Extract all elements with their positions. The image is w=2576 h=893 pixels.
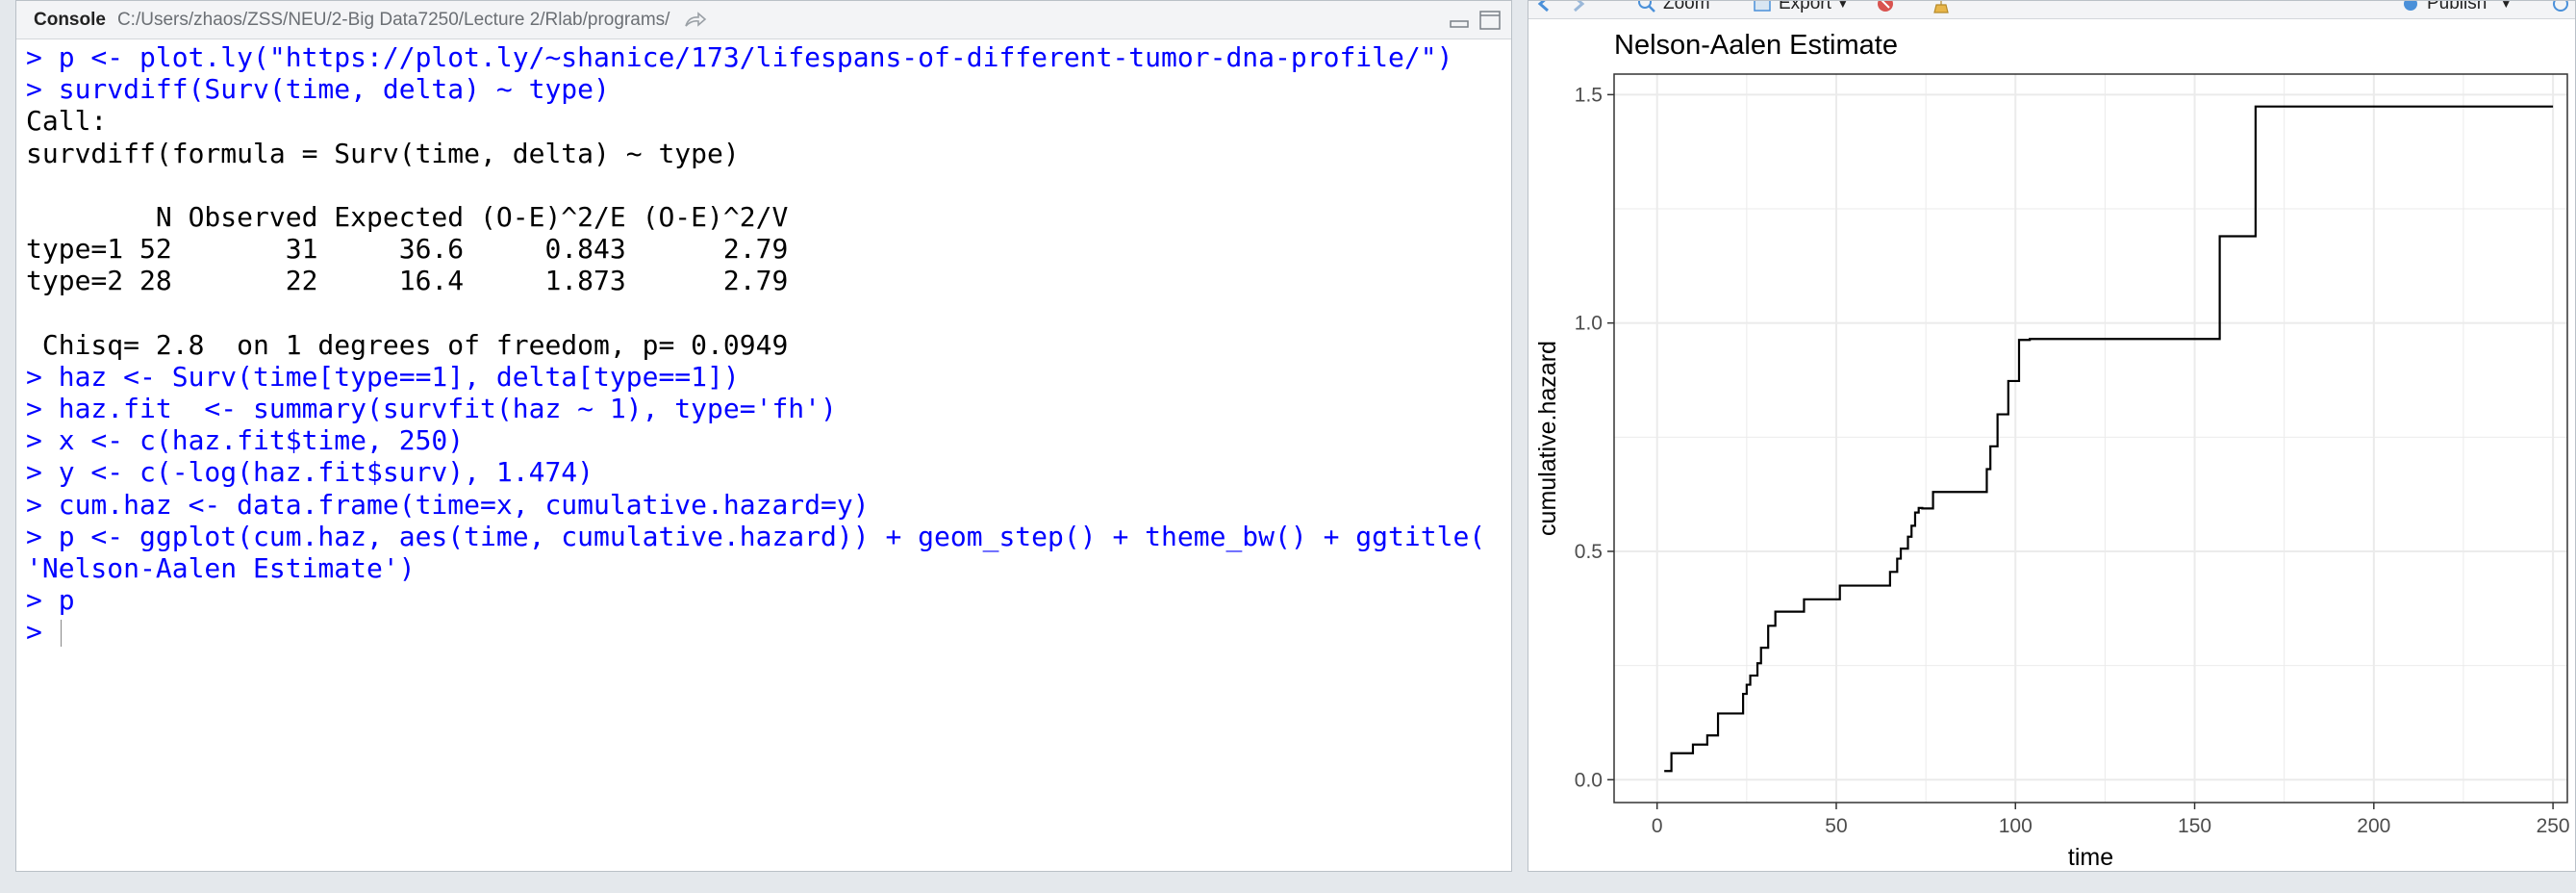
refresh-icon — [2553, 1, 2568, 12]
x-tick-label: 250 — [2537, 815, 2570, 837]
console-input-line: > haz.fit <- summary(survfit(haz ~ 1), t… — [26, 393, 837, 425]
console-output-line: Chisq= 2.8 on 1 degrees of freedom, p= 0… — [26, 328, 789, 361]
plots-pane: Zoom Export ▼ Publish ▼ Nelson-Aalen Est… — [1528, 0, 2576, 872]
x-tick-label: 150 — [2178, 815, 2211, 837]
minimize-pane-icon[interactable] — [1448, 10, 1471, 31]
y-axis-label: cumulative.hazard — [1534, 341, 1561, 536]
remove-plot-icon — [1878, 1, 1893, 12]
arrow-left-icon — [1537, 1, 1549, 13]
console-input-line: > cum.haz <- data.frame(time=x, cumulati… — [26, 488, 870, 521]
x-tick-label: 50 — [1825, 815, 1847, 837]
text-cursor — [60, 620, 62, 648]
console-input-line: > haz <- Surv(time[type==1], delta[type=… — [26, 360, 740, 393]
data-layer — [1664, 105, 2554, 773]
console-input-line: > p — [26, 584, 75, 617]
console-output-line: type=1 52 31 36.6 0.843 2.79 — [26, 233, 789, 266]
console-input-line: > x <- c(haz.fit$time, 250) — [26, 424, 465, 457]
broom-icon — [1933, 1, 1949, 13]
y-tick-label: 0.0 — [1575, 769, 1603, 791]
y-tick-label: 1.0 — [1575, 313, 1603, 335]
console-prompt-line[interactable]: > — [26, 616, 1511, 648]
back-plot-button[interactable] — [1534, 1, 1555, 14]
refresh-plot-button[interactable] — [2550, 1, 2571, 14]
zoom-label: Zoom — [1663, 1, 1710, 13]
console-output-line — [26, 297, 1511, 329]
step-series-line — [1664, 105, 2554, 773]
chart-title: Nelson-Aalen Estimate — [1614, 30, 1898, 61]
clear-plots-button[interactable] — [1931, 1, 1952, 14]
publish-label: Publish — [2427, 1, 2488, 13]
console-output-line: survdiff(formula = Surv(time, delta) ~ t… — [26, 137, 740, 169]
zoom-icon — [1638, 1, 1655, 13]
working-directory-path: C:/Users/zhaos/ZSS/NEU/2-Big Data7250/Le… — [116, 9, 670, 30]
x-tick-label: 200 — [2357, 815, 2390, 837]
grid-lines — [1614, 74, 2567, 803]
console-input-line: > survdiff(Surv(time, delta) ~ type) — [26, 73, 610, 106]
console-output-line: Call: — [26, 105, 108, 138]
publish-button[interactable]: Publish ▼ — [2400, 1, 2512, 14]
console-output-line: N Observed Expected (O-E)^2/E (O-E)^2/V — [26, 200, 789, 233]
x-axis-label: time — [2068, 844, 2113, 871]
console-input-line: > p <- plot.ly("https://plot.ly/~shanice… — [26, 41, 1453, 73]
export-icon — [1754, 1, 1771, 12]
console-tab[interactable]: Console — [34, 9, 106, 30]
export-button[interactable]: Export ▼ — [1752, 1, 1849, 14]
remove-plot-button[interactable] — [1875, 1, 1896, 14]
console-output[interactable]: > p <- plot.ly("https://plot.ly/~shanice… — [26, 41, 1511, 871]
y-tick-label: 0.5 — [1575, 541, 1603, 563]
zoom-button[interactable]: Zoom — [1636, 1, 1710, 14]
x-tick-label: 100 — [1999, 815, 2033, 837]
chevron-down-icon: ▼ — [2500, 1, 2513, 11]
console-input-line: 'Nelson-Aalen Estimate') — [26, 552, 416, 584]
console-header: Console C:/Users/zhaos/ZSS/NEU/2-Big Dat… — [16, 1, 1511, 39]
publish-icon — [2404, 1, 2417, 11]
console-pane: Console C:/Users/zhaos/ZSS/NEU/2-Big Dat… — [15, 0, 1512, 872]
go-to-directory-icon[interactable] — [683, 11, 708, 30]
console-input-line: > p <- ggplot(cum.haz, aes(time, cumulat… — [26, 520, 1486, 552]
console-prompt: > — [26, 616, 42, 649]
maximize-pane-icon[interactable] — [1478, 10, 1502, 31]
plots-toolbar: Zoom Export ▼ Publish ▼ — [1528, 1, 2575, 19]
nelson-aalen-plot: Nelson-Aalen Estimate 0 50 100 150 200 250 0.0… — [1534, 30, 2570, 871]
console-output-line: type=2 28 22 16.4 1.873 2.79 — [26, 265, 789, 297]
axis-ticks: 0 50 100 150 200 250 0.0 0.5 1.0 1.5 — [1575, 84, 2570, 837]
console-input-line: > y <- c(-log(haz.fit$surv), 1.474) — [26, 456, 594, 489]
arrow-right-icon — [1574, 1, 1585, 13]
forward-plot-button[interactable] — [1567, 1, 1588, 14]
export-label: Export — [1779, 1, 1831, 13]
panel-border — [1613, 73, 2568, 804]
console-output-line — [26, 169, 1511, 201]
x-tick-label: 0 — [1652, 815, 1663, 837]
chevron-down-icon: ▼ — [1836, 1, 1849, 11]
y-tick-label: 1.5 — [1575, 84, 1603, 106]
